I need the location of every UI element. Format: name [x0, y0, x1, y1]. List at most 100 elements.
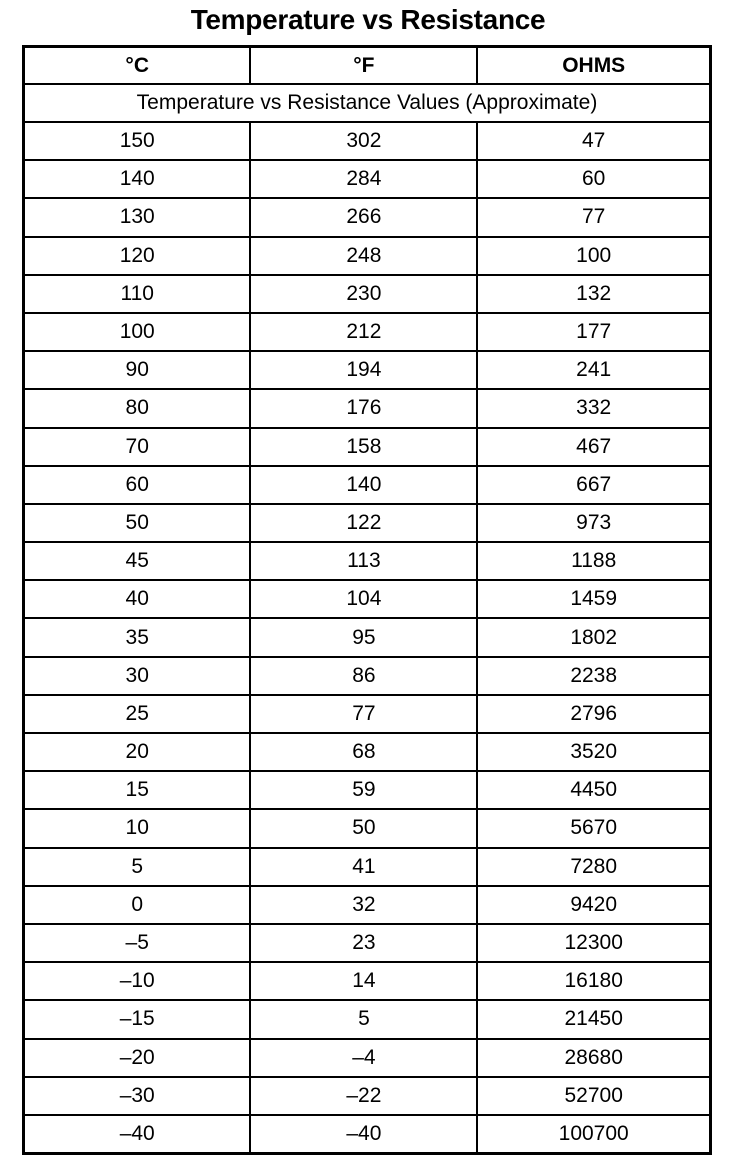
table-row: 40 104 1459: [22, 579, 712, 620]
ohms-cell: 52700: [476, 1075, 712, 1116]
fahrenheit-cell: 194: [249, 350, 479, 391]
header-ohms: OHMS: [476, 45, 712, 85]
fahrenheit-cell: 212: [249, 311, 479, 353]
table-row: 15 59 4450: [22, 770, 712, 811]
table-row: 140 284 60: [22, 159, 712, 200]
fahrenheit-cell: 41: [249, 846, 479, 887]
temperature-resistance-table: °C °F OHMS Temperature vs Resistance Val…: [22, 45, 712, 1156]
fahrenheit-cell: 284: [249, 159, 479, 200]
ohms-cell: 2796: [476, 693, 712, 735]
ohms-cell: 5670: [476, 808, 712, 849]
table-row: 100 212 177: [22, 311, 712, 353]
celsius-cell: 150: [22, 120, 252, 162]
table-row: 130 266 77: [22, 197, 712, 238]
fahrenheit-cell: 113: [249, 541, 479, 582]
ohms-cell: 467: [476, 426, 712, 467]
table-row: 0 32 9420: [22, 884, 712, 925]
table-row: 150 302 47: [22, 120, 712, 162]
celsius-cell: 120: [22, 235, 252, 276]
celsius-cell: 50: [22, 502, 252, 544]
ohms-cell: 667: [476, 464, 712, 505]
ohms-cell: 241: [476, 350, 712, 391]
table-row: 90 194 241: [22, 350, 712, 391]
celsius-cell: 35: [22, 617, 252, 658]
table-subtitle: Temperature vs Resistance Values (Approx…: [22, 83, 712, 123]
fahrenheit-cell: 14: [249, 961, 479, 1002]
fahrenheit-cell: 50: [249, 808, 479, 849]
fahrenheit-cell: 176: [249, 388, 479, 429]
fahrenheit-cell: –22: [249, 1075, 479, 1116]
table-row: 50 122 973: [22, 502, 712, 544]
celsius-cell: 25: [22, 693, 252, 735]
celsius-cell: 140: [22, 159, 252, 200]
celsius-cell: –20: [22, 1037, 252, 1078]
fahrenheit-cell: 68: [249, 731, 479, 773]
ohms-cell: 21450: [476, 999, 712, 1040]
celsius-cell: 5: [22, 846, 252, 887]
celsius-cell: 70: [22, 426, 252, 467]
fahrenheit-cell: 230: [249, 273, 479, 314]
header-row: °C °F OHMS: [22, 45, 712, 85]
table-row: 5 41 7280: [22, 846, 712, 887]
celsius-cell: –10: [22, 961, 252, 1002]
table-row: –20 –4 28680: [22, 1037, 712, 1078]
header-celsius: °C: [22, 45, 252, 85]
table-row: 120 248 100: [22, 235, 712, 276]
celsius-cell: 45: [22, 541, 252, 582]
celsius-cell: 130: [22, 197, 252, 238]
ohms-cell: 7280: [476, 846, 712, 887]
ohms-cell: 973: [476, 502, 712, 544]
celsius-cell: 80: [22, 388, 252, 429]
fahrenheit-cell: –4: [249, 1037, 479, 1078]
ohms-cell: 332: [476, 388, 712, 429]
ohms-cell: 132: [476, 273, 712, 314]
ohms-cell: 28680: [476, 1037, 712, 1078]
table-row: 70 158 467: [22, 426, 712, 467]
fahrenheit-cell: 158: [249, 426, 479, 467]
table-row: 10 50 5670: [22, 808, 712, 849]
fahrenheit-cell: 302: [249, 120, 479, 162]
ohms-cell: 1188: [476, 541, 712, 582]
ohms-cell: 2238: [476, 655, 712, 696]
table-row: 60 140 667: [22, 464, 712, 505]
celsius-cell: 90: [22, 350, 252, 391]
ohms-cell: 16180: [476, 961, 712, 1002]
table-row: 25 77 2796: [22, 693, 712, 735]
fahrenheit-cell: 104: [249, 579, 479, 620]
celsius-cell: 60: [22, 464, 252, 505]
fahrenheit-cell: 95: [249, 617, 479, 658]
table-row: 80 176 332: [22, 388, 712, 429]
ohms-cell: 3520: [476, 731, 712, 773]
celsius-cell: –40: [22, 1113, 252, 1155]
celsius-cell: 20: [22, 731, 252, 773]
ohms-cell: 77: [476, 197, 712, 238]
ohms-cell: 177: [476, 311, 712, 353]
table-row: –40 –40 100700: [22, 1113, 712, 1155]
fahrenheit-cell: 122: [249, 502, 479, 544]
ohms-cell: 1459: [476, 579, 712, 620]
ohms-cell: 100: [476, 235, 712, 276]
table-row: 20 68 3520: [22, 731, 712, 773]
header-fahrenheit: °F: [249, 45, 479, 85]
fahrenheit-cell: 32: [249, 884, 479, 925]
fahrenheit-cell: 248: [249, 235, 479, 276]
table-row: 30 86 2238: [22, 655, 712, 696]
fahrenheit-cell: 77: [249, 693, 479, 735]
table-row: –5 23 12300: [22, 922, 712, 964]
celsius-cell: 40: [22, 579, 252, 620]
ohms-cell: 9420: [476, 884, 712, 925]
celsius-cell: 0: [22, 884, 252, 925]
fahrenheit-cell: 140: [249, 464, 479, 505]
fahrenheit-cell: 5: [249, 999, 479, 1040]
ohms-cell: 4450: [476, 770, 712, 811]
table-row: –15 5 21450: [22, 999, 712, 1040]
ohms-cell: 12300: [476, 922, 712, 964]
table-row: 110 230 132: [22, 273, 712, 314]
fahrenheit-cell: 59: [249, 770, 479, 811]
table-row: 45 113 1188: [22, 541, 712, 582]
celsius-cell: 30: [22, 655, 252, 696]
table-row: 35 95 1802: [22, 617, 712, 658]
celsius-cell: –30: [22, 1075, 252, 1116]
ohms-cell: 100700: [476, 1113, 712, 1155]
celsius-cell: –15: [22, 999, 252, 1040]
